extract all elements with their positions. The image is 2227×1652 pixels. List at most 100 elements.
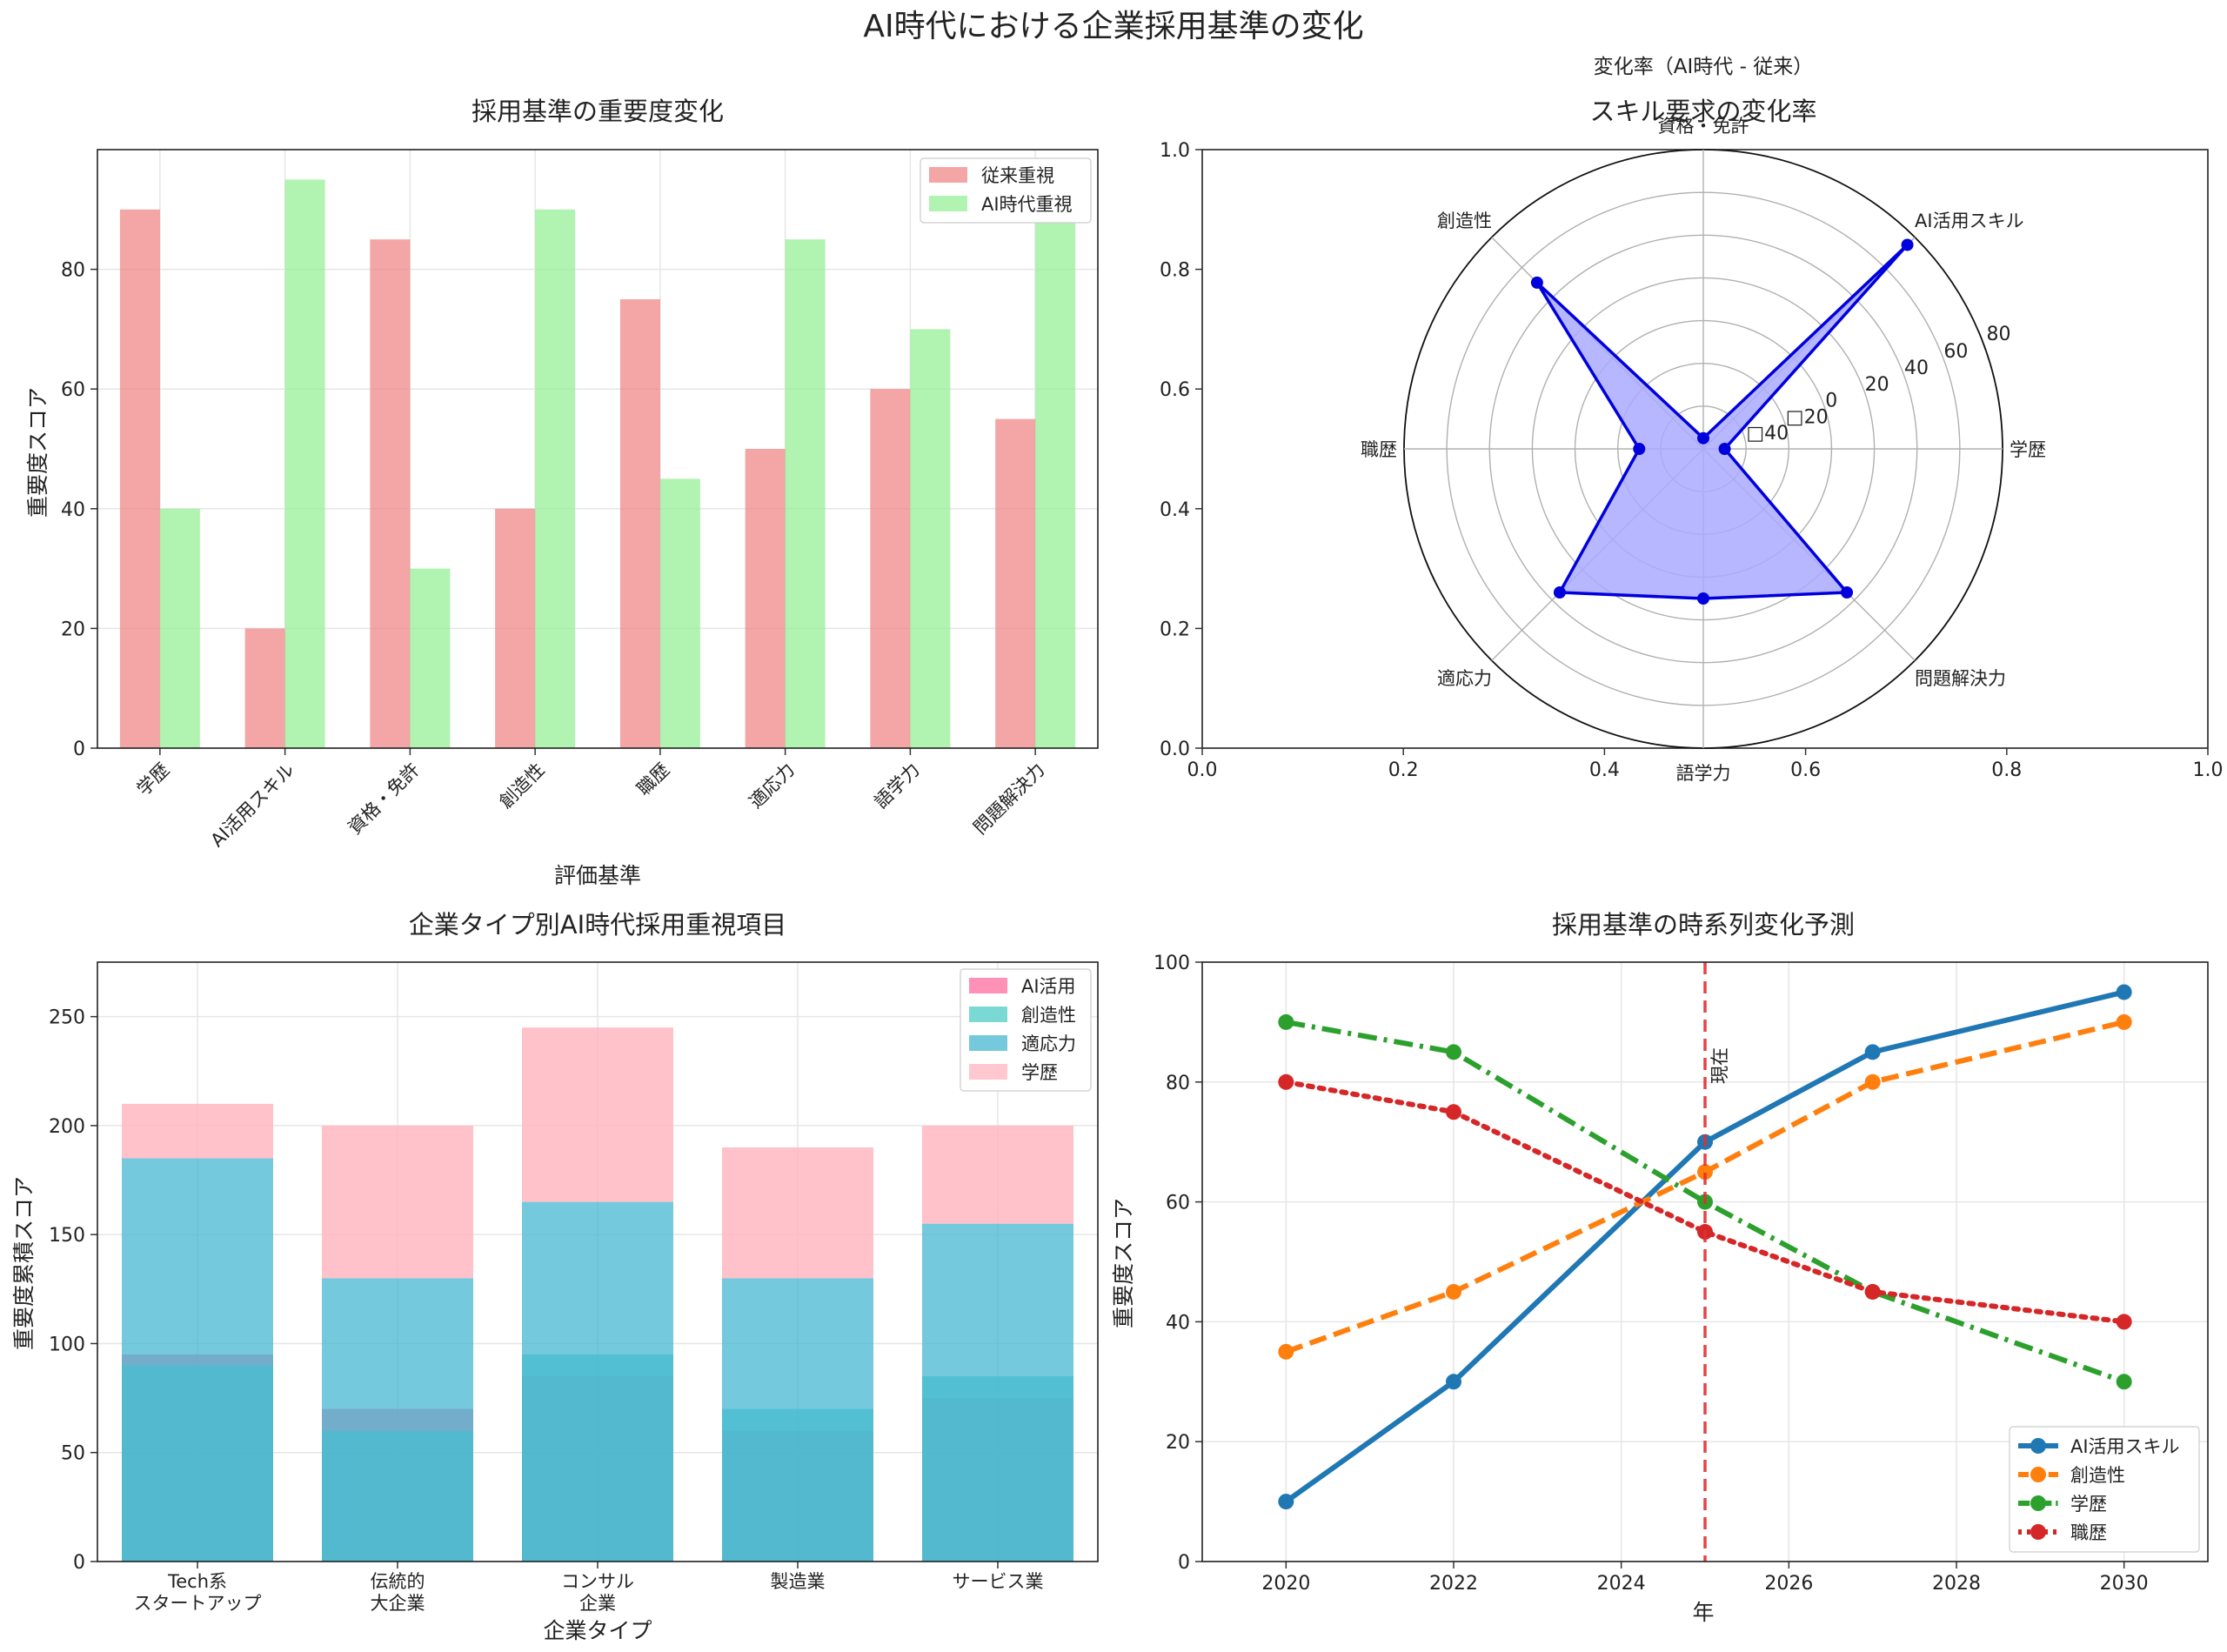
y-tick-label: 0.2 xyxy=(1160,619,1190,640)
series-line xyxy=(1285,1019,2125,1385)
legend-label: AI活用 xyxy=(1021,976,1076,997)
x-tick-label: Tech系 xyxy=(167,1571,227,1592)
y-tick-label: 0 xyxy=(73,739,85,760)
radar-point xyxy=(1697,431,1709,445)
bar-ai-era xyxy=(785,239,826,748)
r-tick-label: 20 xyxy=(1865,374,1889,396)
plot-frame xyxy=(1201,961,2209,1562)
legend-label: 従来重視 xyxy=(981,165,1054,186)
x-tick-label: 2030 xyxy=(2100,1573,2149,1595)
x-tick-label: 2020 xyxy=(1261,1573,1310,1595)
bar-traditional xyxy=(370,239,411,748)
bar-ai-era xyxy=(284,179,325,748)
series-point xyxy=(2116,1314,2132,1330)
radar-point xyxy=(1553,586,1566,599)
bar-ai-era xyxy=(410,568,451,748)
stacked-chart-xlabel: 企業タイプ xyxy=(543,1618,652,1643)
x-tick-label: 問題解決力 xyxy=(969,759,1048,839)
series-point xyxy=(1446,1104,1461,1120)
series-point xyxy=(2116,984,2132,1000)
y-tick-label: 1.0 xyxy=(1160,140,1190,162)
x-tick-label: 職歴 xyxy=(633,759,674,800)
x-tick-label: 伝統的 xyxy=(371,1571,425,1592)
line-chart-ylabel: 重要度スコア xyxy=(1111,1198,1136,1328)
y-tick-label: 40 xyxy=(61,499,85,521)
category-label: 語学力 xyxy=(1676,763,1731,784)
series-point xyxy=(1864,1283,1881,1300)
bar-ai-era xyxy=(535,209,576,749)
radar-point xyxy=(1530,276,1543,289)
x-tick-label: 0.8 xyxy=(1991,759,2022,781)
radar-point xyxy=(1718,443,1731,455)
legend-label: 学歴 xyxy=(1021,1062,1058,1083)
r-tick-label: 80 xyxy=(1987,324,2011,345)
x-tick-label: 1.0 xyxy=(2193,759,2224,781)
legend-label: AI活用スキル xyxy=(2070,1436,2180,1457)
bar-traditional xyxy=(870,389,911,748)
x-tick-label: 0.2 xyxy=(1388,759,1419,781)
stack-adaptability xyxy=(322,1278,473,1562)
series-point xyxy=(2116,1374,2132,1390)
y-tick-label: 50 xyxy=(61,1443,85,1465)
legend-swatch xyxy=(969,1064,1007,1080)
x-tick-label: 語学力 xyxy=(870,759,924,813)
x-tick-label: 適応力 xyxy=(746,759,799,813)
x-tick-label: 2024 xyxy=(1597,1573,1646,1595)
legend-box xyxy=(960,968,1092,1092)
stack-education xyxy=(722,1147,873,1279)
legend-marker xyxy=(2030,1438,2046,1454)
series-point xyxy=(1446,1374,1461,1390)
radar-point xyxy=(1901,238,1914,251)
series-point xyxy=(1864,1073,1881,1090)
current-year-label: 現在 xyxy=(1709,1047,1730,1084)
bar-traditional xyxy=(244,628,285,748)
series-point xyxy=(1278,1343,1294,1360)
x-tick-label: コンサル xyxy=(561,1571,634,1592)
x-tick-label: 0.6 xyxy=(1790,759,1821,781)
category-label: 学歴 xyxy=(2010,439,2046,460)
series-point xyxy=(1864,1044,1881,1060)
x-tick-label: AI活用スキル xyxy=(206,759,298,852)
r-tick-label: 60 xyxy=(1943,341,1968,363)
x-tick-label: 2022 xyxy=(1429,1573,1478,1595)
x-tick-label: 資格・免許 xyxy=(344,759,424,839)
series-point xyxy=(1278,1494,1294,1510)
y-tick-label: 0 xyxy=(1178,1552,1190,1574)
series-point xyxy=(1446,1044,1461,1060)
bar-traditional xyxy=(745,449,786,748)
bar-ai-era xyxy=(659,478,700,748)
x-tick-label: 大企業 xyxy=(371,1593,425,1614)
bar-ai-era xyxy=(159,508,200,748)
series-point xyxy=(1278,1073,1294,1090)
bar-traditional xyxy=(619,299,660,748)
stack-education xyxy=(522,1027,673,1202)
category-label: 創造性 xyxy=(1437,211,1492,231)
series-point xyxy=(1278,1013,1294,1030)
category-label: 職歴 xyxy=(1361,439,1397,460)
stack-education xyxy=(922,1125,1073,1224)
r-tick-label: □40 xyxy=(1746,423,1789,445)
stacked-bar-chart-panel: 企業タイプ別AI時代採用重視項目 企業タイプ 重要度累積スコア 0 50 100 15… xyxy=(11,910,1099,1643)
stack-adaptability xyxy=(522,1201,673,1562)
x-tick-label: スタートアップ xyxy=(134,1593,262,1614)
series-point xyxy=(1446,1283,1461,1300)
legend-swatch xyxy=(929,196,967,211)
legend-label: AI時代重視 xyxy=(981,194,1073,215)
y-tick-label: 100 xyxy=(49,1334,85,1355)
x-tick-label: 0.0 xyxy=(1187,759,1218,781)
y-tick-label: 0.6 xyxy=(1160,379,1190,401)
x-tick-label: サービス業 xyxy=(953,1571,1044,1592)
legend-box xyxy=(2009,1426,2200,1553)
stack-education xyxy=(322,1125,473,1279)
series-point xyxy=(1697,1164,1713,1180)
radar-point xyxy=(1697,592,1709,605)
radar-point xyxy=(1633,443,1646,455)
line-chart-title: 採用基準の時系列変化予測 xyxy=(1552,910,1855,940)
bar-ai-era xyxy=(910,329,951,748)
stack-education xyxy=(122,1103,273,1159)
legend-swatch xyxy=(969,1035,1007,1051)
plot-frame xyxy=(97,961,1099,1562)
stack-adaptability xyxy=(722,1278,873,1562)
x-tick-label: 2028 xyxy=(1932,1573,1981,1595)
